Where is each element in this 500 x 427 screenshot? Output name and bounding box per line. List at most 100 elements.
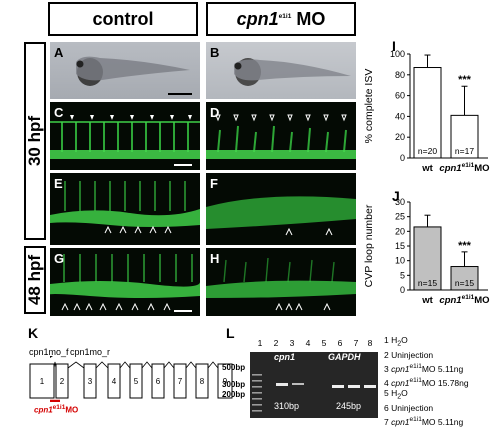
- panel-g-fluorescence: G: [50, 248, 200, 316]
- ladder-band: [252, 410, 262, 412]
- scale-bar: [168, 93, 192, 95]
- y-tick-label: 5: [400, 270, 405, 280]
- x-tick-label: cpn1e1i1MO: [439, 294, 489, 306]
- ladder-band: [252, 374, 262, 376]
- intron-line: [163, 361, 175, 369]
- significance-label: ***: [458, 74, 472, 86]
- lane-number: 8: [368, 338, 373, 348]
- panel-c-fluorescence: C: [50, 102, 200, 170]
- intron-line: [185, 361, 197, 369]
- panel-b-embryo: B: [206, 42, 356, 99]
- intron-line: [95, 361, 109, 369]
- y-tick-label: 15: [395, 241, 405, 251]
- legend-item: 3 cpn1e1i1MO 5.11ng: [384, 362, 464, 374]
- y-axis-label: CVP loop number: [363, 204, 375, 287]
- vessel-image: [206, 257, 356, 311]
- mo-sup: e1i1: [52, 404, 66, 411]
- timepoint-30hpf: 30 hpf: [24, 42, 46, 240]
- gel-band: [292, 383, 304, 385]
- legend-item: 6 Uninjection: [384, 403, 434, 414]
- intron-line: [119, 361, 131, 369]
- ladder-band: [252, 398, 262, 400]
- lane-number: 2: [274, 338, 279, 348]
- panel-label-h: H: [210, 251, 220, 266]
- vessel-image: [206, 196, 356, 236]
- embryo-image: [234, 58, 351, 86]
- legend-item: 1 H2O: [384, 335, 408, 348]
- vessel-image: [50, 181, 200, 234]
- panel-label-l: L: [226, 325, 235, 341]
- panel-label-b: B: [210, 45, 220, 60]
- y-tick-label: 20: [395, 226, 405, 236]
- exon-label: 8: [200, 377, 205, 386]
- panel-label-f: F: [210, 176, 218, 191]
- mo-gene: cpn1: [34, 405, 53, 415]
- header-morphant: cpn1e1i1 MO: [206, 2, 356, 36]
- scale-bar: [174, 164, 192, 166]
- y-tick-label: 80: [395, 70, 405, 80]
- embryo-image: [76, 56, 190, 86]
- header-control: control: [48, 2, 198, 36]
- mo-suffix: MO: [65, 405, 79, 415]
- bar: [413, 67, 442, 159]
- ladder-band: [252, 386, 262, 388]
- y-tick-label: 10: [395, 256, 405, 266]
- legend-item: 4 cpn1e1i1MO 15.78ng: [384, 376, 469, 388]
- panel-label-k: K: [28, 325, 39, 341]
- product-size-right: 245bp: [336, 401, 361, 411]
- gel-band: [332, 385, 344, 388]
- panel-e-fluorescence: E: [50, 173, 200, 245]
- exon-box: [55, 363, 69, 399]
- y-axis-label: % complete ISV: [363, 69, 375, 144]
- gel-band: [276, 383, 288, 386]
- y-tick-label: 40: [395, 111, 405, 121]
- lane-number: 5: [322, 338, 327, 348]
- x-tick-label: cpn1e1i1MO: [439, 162, 489, 174]
- primer-f-label: cpn1mo_f: [29, 347, 69, 357]
- lane-number: 7: [354, 338, 359, 348]
- panel-label-i: I: [392, 38, 396, 54]
- x-tick-label: wt: [421, 295, 433, 306]
- mo-target-label: cpn1e1i1MO: [34, 404, 78, 415]
- size-marker: 200bp: [222, 390, 245, 399]
- exon-label: 7: [178, 377, 183, 386]
- timepoint-48hpf-label: 48 hpf: [25, 254, 44, 306]
- gene-label-left: cpn1: [274, 352, 295, 362]
- product-size-left: 310bp: [274, 401, 299, 411]
- panel-a-embryo: A: [50, 42, 200, 99]
- scale-bar: [174, 310, 192, 312]
- y-tick-label: 20: [395, 132, 405, 142]
- exon-box: [107, 363, 121, 399]
- panel-f-fluorescence: F: [206, 173, 356, 245]
- panel-label-e: E: [54, 176, 63, 191]
- legend-item: 5 H2O: [384, 388, 408, 402]
- timepoint-48hpf: 48 hpf: [24, 246, 46, 314]
- lane-number: 4: [306, 338, 311, 348]
- bar: [450, 114, 479, 159]
- size-marker: 500bp: [222, 363, 245, 372]
- gel-legend: 1 H2O 2 Uninjection 3 cpn1e1i1MO 5.11ng 4 c…: [384, 335, 469, 427]
- y-tick-label: 0: [400, 153, 405, 163]
- gene-schematic: 1 2 3 4 5 6 7 8 9: [29, 356, 233, 402]
- exon-box: [29, 363, 55, 399]
- lane-number: 6: [338, 338, 343, 348]
- primer-r-label: cpn1mo_r: [70, 347, 111, 357]
- intron-line: [141, 361, 153, 369]
- x-tick-label: wt: [421, 163, 433, 174]
- n-label: n=20: [418, 146, 437, 156]
- exon-label: 4: [112, 377, 117, 386]
- timepoint-30hpf-label: 30 hpf: [25, 115, 44, 167]
- exon-box: [195, 363, 209, 399]
- lane-number: 1: [258, 338, 263, 348]
- significance-label: ***: [458, 240, 472, 252]
- legend-item: 7 cpn1e1i1MO 5.11ng: [384, 416, 464, 427]
- lane-number: 3: [290, 338, 295, 348]
- y-tick-label: 60: [395, 91, 405, 101]
- exon-box: [129, 363, 143, 399]
- y-tick-label: 100: [390, 49, 405, 59]
- panel-label-c: C: [54, 105, 64, 120]
- y-tick-label: 25: [395, 212, 405, 222]
- exon-label: 1: [40, 377, 45, 386]
- exon-box: [217, 363, 233, 399]
